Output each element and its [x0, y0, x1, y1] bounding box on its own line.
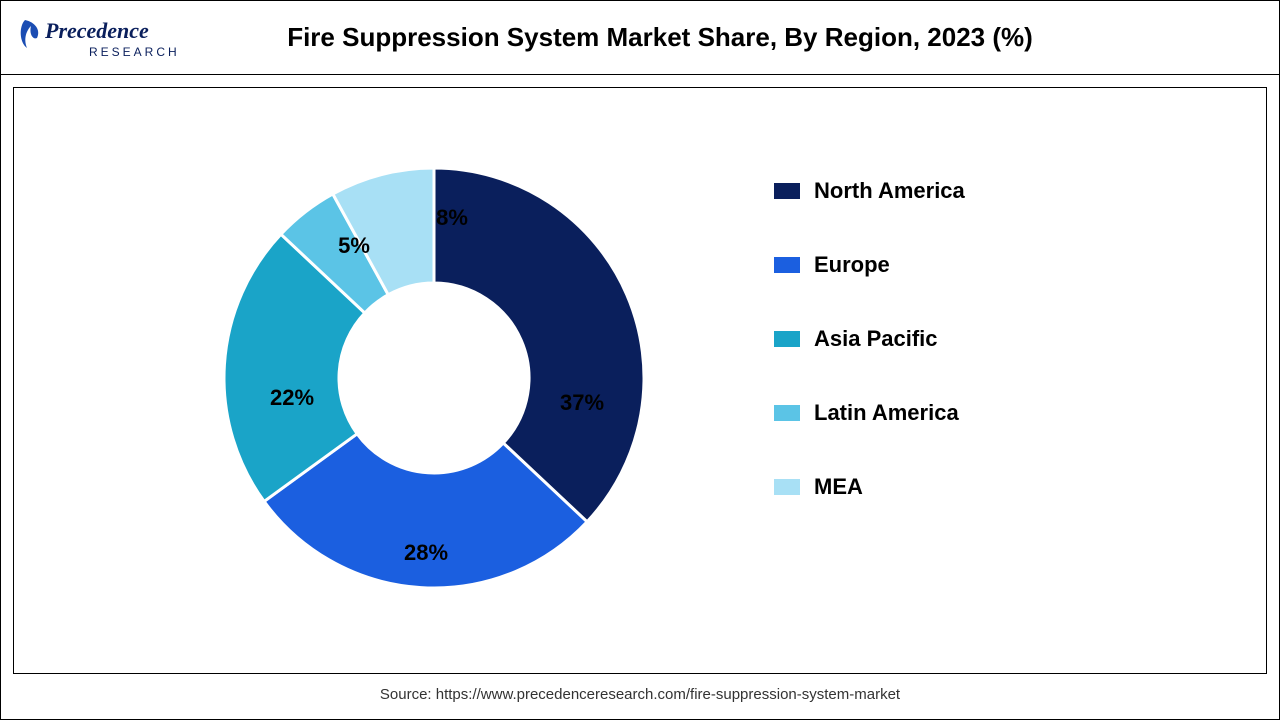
header-row: Precedence RESEARCH Fire Suppression Sys…: [1, 1, 1279, 75]
svg-text:Precedence: Precedence: [44, 18, 149, 43]
slice-value-label: 22%: [270, 385, 314, 411]
legend-label: Latin America: [814, 400, 959, 426]
chart-area: 37% 28% 22% 5% 8% North America Europe Asia Pa…: [13, 87, 1267, 674]
legend-label: Asia Pacific: [814, 326, 938, 352]
logo: Precedence RESEARCH: [13, 8, 233, 68]
legend-swatch: [774, 479, 800, 495]
donut-hole: [339, 283, 529, 473]
legend-item: Latin America: [774, 400, 965, 426]
slice-value-label: 37%: [560, 390, 604, 416]
legend-swatch: [774, 183, 800, 199]
legend-item: Europe: [774, 252, 965, 278]
legend-label: Europe: [814, 252, 890, 278]
legend-item: Asia Pacific: [774, 326, 965, 352]
donut-chart: 37% 28% 22% 5% 8%: [204, 138, 664, 598]
legend-swatch: [774, 405, 800, 421]
chart-frame: Precedence RESEARCH Fire Suppression Sys…: [0, 0, 1280, 720]
legend-label: North America: [814, 178, 965, 204]
title-wrap: Fire Suppression System Market Share, By…: [233, 22, 1267, 53]
slice-value-label: 28%: [404, 540, 448, 566]
slice-value-label: 5%: [338, 233, 370, 259]
legend-label: MEA: [814, 474, 863, 500]
legend: North America Europe Asia Pacific Latin Ame…: [774, 178, 965, 500]
svg-text:RESEARCH: RESEARCH: [89, 45, 180, 59]
legend-item: MEA: [774, 474, 965, 500]
slice-value-label: 8%: [436, 205, 468, 231]
source-text: Source: https://www.precedenceresearch.c…: [1, 686, 1279, 719]
precedence-logo-icon: Precedence RESEARCH: [13, 8, 213, 68]
chart-title: Fire Suppression System Market Share, By…: [233, 22, 1087, 53]
legend-item: North America: [774, 178, 965, 204]
legend-swatch: [774, 257, 800, 273]
legend-swatch: [774, 331, 800, 347]
